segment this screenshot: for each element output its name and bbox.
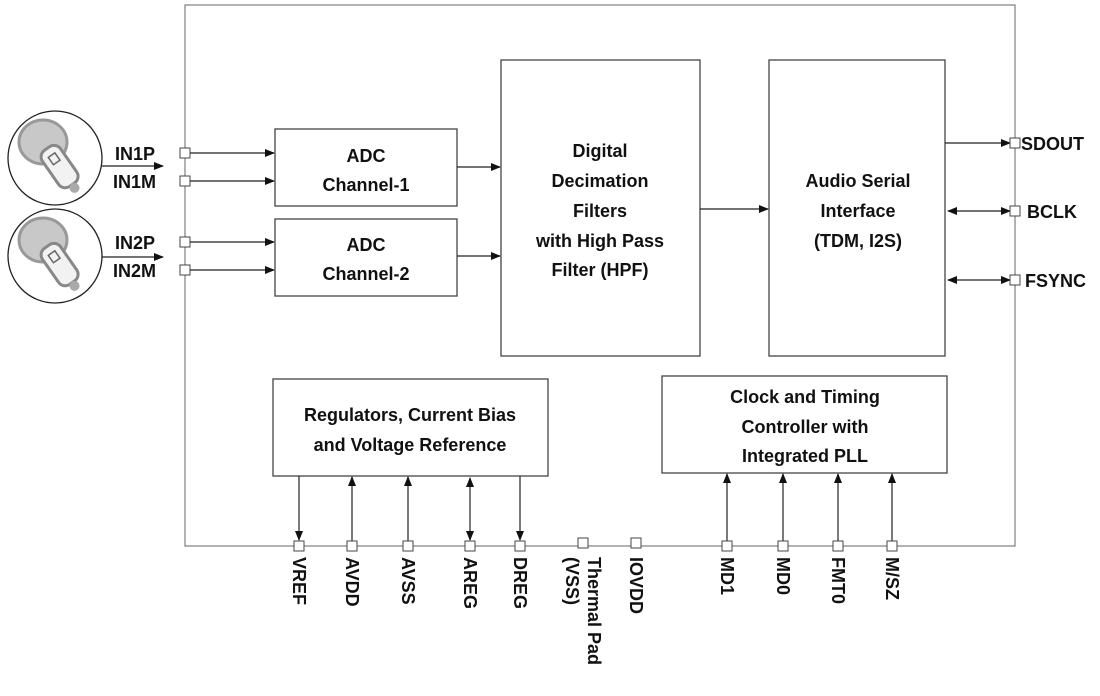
- audio-serial-interface-block: Audio Serial Interface (TDM, I2S): [768, 59, 946, 357]
- pin-label-msz: M/SZ: [882, 557, 902, 600]
- pin-md1: [721, 540, 733, 552]
- pin-label-in2m: IN2M: [113, 261, 156, 281]
- pin-label-fmt0: FMT0: [828, 557, 848, 604]
- block-label: Clock and Timing: [730, 387, 880, 407]
- right-pins: SDOUT BCLK FSYNC: [945, 134, 1086, 291]
- pin-avdd: [346, 540, 358, 552]
- pin-label-areg: AREG: [460, 557, 480, 609]
- pin-iovdd: [630, 537, 642, 549]
- pin-in1p: [179, 147, 191, 159]
- block-label: Channel-2: [322, 264, 409, 284]
- block-label: Decimation: [551, 171, 648, 191]
- block-label: Integrated PLL: [742, 446, 868, 466]
- block-label: Filters: [573, 201, 627, 221]
- pin-msz: [886, 540, 898, 552]
- block-label: with High Pass: [535, 231, 664, 251]
- decimation-filter-block: Digital Decimation Filters with High Pas…: [500, 59, 701, 357]
- block-label: Digital: [572, 141, 627, 161]
- block-label: Controller with: [742, 417, 869, 437]
- pin-label-md0: MD0: [773, 557, 793, 595]
- pin-label-vref: VREF: [289, 557, 309, 605]
- pin-bclk: [1009, 205, 1021, 217]
- pin-md0: [777, 540, 789, 552]
- pin-dreg: [514, 540, 526, 552]
- pin-label-in2p: IN2P: [115, 233, 155, 253]
- pin-label-sdout: SDOUT: [1021, 134, 1084, 154]
- pin-label-iovdd: IOVDD: [626, 557, 646, 614]
- adc-channel-2-block: ADC Channel-2: [274, 218, 458, 297]
- block-label: Interface: [820, 201, 895, 221]
- pin-vref: [293, 540, 305, 552]
- pin-label-avss: AVSS: [398, 557, 418, 605]
- block-label: ADC: [347, 235, 386, 255]
- pin-label-md1: MD1: [717, 557, 737, 595]
- block-label: Filter (HPF): [552, 260, 649, 280]
- internal-signal-arrows: [457, 163, 769, 260]
- pin-avss: [402, 540, 414, 552]
- microphone-icon: [7, 208, 103, 304]
- pin-label-bclk: BCLK: [1027, 202, 1077, 222]
- clock-timing-block: Clock and Timing Controller with Integra…: [661, 375, 948, 474]
- adc-channel-1-block: ADC Channel-1: [274, 128, 458, 207]
- block-label: Audio Serial: [805, 171, 910, 191]
- block-label: Regulators, Current Bias: [304, 405, 516, 425]
- microphone-icon: [7, 110, 103, 206]
- pin-fsync: [1009, 274, 1021, 286]
- pin-label-avdd: AVDD: [342, 557, 362, 607]
- block-label: Channel-1: [322, 175, 409, 195]
- pin-label-dreg: DREG: [510, 557, 530, 609]
- block-label: ADC: [347, 146, 386, 166]
- pin-label-in1p: IN1P: [115, 144, 155, 164]
- pin-sdout: [1009, 137, 1021, 149]
- bottom-pins: VREF AVDD AVSS AREG DREG Thermal Pad (VS…: [289, 473, 902, 665]
- pin-thermal-pad: [577, 537, 589, 549]
- pin-in2p: [179, 236, 191, 248]
- block-label: and Voltage Reference: [314, 435, 507, 455]
- pin-areg: [464, 540, 476, 552]
- pin-label-in1m: IN1M: [113, 172, 156, 192]
- pin-in2m: [179, 264, 191, 276]
- left-pins: IN1P IN1M IN2P IN2M: [113, 144, 275, 281]
- pin-label-fsync: FSYNC: [1025, 271, 1086, 291]
- pin-label-thermal-pad: Thermal Pad: [584, 557, 604, 665]
- block-label: (TDM, I2S): [814, 231, 902, 251]
- pin-label-vss: (VSS): [562, 557, 582, 605]
- regulators-block: Regulators, Current Bias and Voltage Ref…: [272, 378, 549, 477]
- pin-in1m: [179, 175, 191, 187]
- pin-fmt0: [832, 540, 844, 552]
